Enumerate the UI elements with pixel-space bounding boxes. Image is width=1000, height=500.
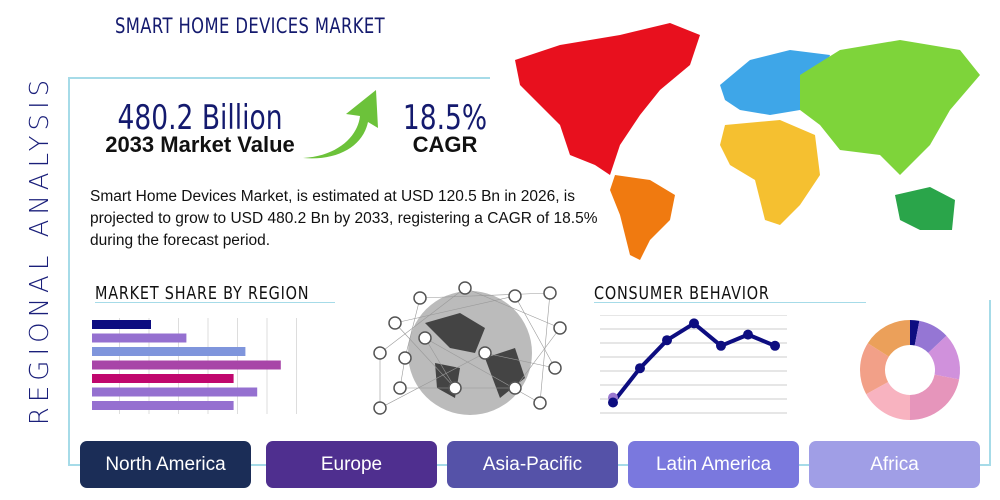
world-map-icon [515, 23, 980, 260]
region-button-latin-america[interactable]: Latin America [628, 441, 799, 488]
network-link [514, 295, 556, 369]
user-node-icon [373, 346, 387, 360]
data-point [770, 340, 780, 351]
donut-slice [910, 320, 920, 346]
user-node-icon [553, 321, 567, 335]
network-link [484, 352, 556, 369]
donut-slice [928, 335, 960, 380]
user-node-icon [508, 289, 522, 303]
network-link [379, 287, 466, 354]
bar [92, 320, 151, 329]
network-link [424, 337, 456, 389]
user-node-icon [508, 381, 522, 395]
continent-south_america [610, 175, 675, 260]
donut-slice [914, 320, 947, 353]
region-button-europe[interactable]: Europe [266, 441, 437, 488]
user-node-icon [448, 381, 462, 395]
region-button-asia-pacific[interactable]: Asia-Pacific [447, 441, 618, 488]
consumer-line-chart [600, 315, 787, 414]
page-title: SMART HOME DEVICES MARKET [115, 14, 386, 38]
globe-network-icon [373, 281, 567, 415]
region-button-africa[interactable]: Africa [809, 441, 980, 488]
bar [92, 387, 258, 397]
bar [92, 333, 187, 343]
bar [92, 401, 234, 410]
side-label: REGIONAL ANALYSIS [25, 74, 55, 426]
data-point [743, 329, 753, 340]
donut-slice [867, 320, 910, 357]
consumer-behavior-title: CONSUMER BEHAVIOR [594, 283, 770, 304]
donut-slice [866, 382, 910, 420]
frame-right [989, 300, 991, 466]
user-node-icon [373, 401, 387, 415]
cagr-block: 18.5% CAGR [402, 98, 488, 157]
network-link [464, 287, 561, 329]
donut-slice [910, 374, 960, 420]
description: Smart Home Devices Market, is estimated … [90, 188, 598, 249]
frame-left [68, 77, 70, 465]
data-point [635, 363, 645, 374]
network-link [379, 352, 486, 409]
user-node-icon [543, 286, 557, 300]
bar [92, 360, 281, 370]
continent-oceania [895, 187, 955, 230]
region-button-north-america[interactable]: North America [80, 441, 251, 488]
user-node-icon [413, 291, 427, 305]
market-share-bar-chart [92, 318, 297, 414]
market-value-block: 480.2 Billion 2033 Market Value [105, 98, 295, 157]
divider [594, 302, 866, 303]
bar [92, 347, 246, 356]
divider [95, 302, 335, 303]
network-link [514, 327, 561, 389]
data-point [608, 397, 618, 408]
data-point [689, 318, 699, 329]
network-link [424, 337, 541, 404]
network-link [394, 322, 456, 389]
network-link [419, 292, 551, 299]
data-point [716, 340, 726, 351]
data-point [662, 335, 672, 346]
user-node-icon [398, 351, 412, 365]
market-share-title: MARKET SHARE BY REGION [95, 283, 310, 304]
user-node-icon [478, 346, 492, 360]
continent-africa [720, 120, 820, 225]
user-node-icon [393, 381, 407, 395]
globe-land [425, 313, 525, 398]
continent-asia [800, 40, 980, 175]
user-node-icon [548, 361, 562, 375]
growth-arrow-icon [303, 90, 378, 159]
frame-top [68, 77, 490, 79]
network-link [404, 297, 421, 359]
user-node-icon [418, 331, 432, 345]
donut-slice [860, 343, 889, 395]
user-node-icon [458, 281, 472, 295]
consumer-donut-chart [860, 320, 960, 420]
continent-north_america [515, 23, 700, 175]
user-node-icon [533, 396, 547, 410]
user-node-icon [388, 316, 402, 330]
bar [92, 374, 234, 383]
